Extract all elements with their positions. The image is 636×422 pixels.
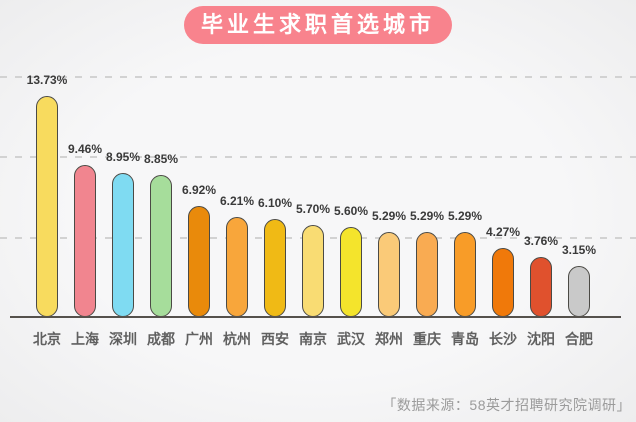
bar-9	[340, 227, 362, 317]
bar-value-label: 5.60%	[333, 204, 369, 218]
bar-column-1: 13.73%	[27, 73, 67, 317]
bar-value-label: 6.10%	[257, 196, 293, 210]
bar-value-label: 5.29%	[409, 209, 445, 223]
x-axis-label-9: 武汉	[337, 331, 365, 347]
x-axis-label-15: 合肥	[565, 331, 593, 347]
bar-column-2: 9.46%	[66, 142, 104, 317]
bar-8	[302, 225, 324, 317]
bar-value-label: 8.95%	[105, 150, 141, 164]
bar-value-label: 3.76%	[523, 234, 559, 248]
bar-6	[226, 217, 248, 317]
x-axis-labels: 北京 上海 深圳 成都 广州 杭州 西安 南京 武汉 郑州 重庆 青岛 长沙 沈阳 合肥	[28, 329, 598, 349]
bar-column-14: 3.76%	[522, 234, 560, 317]
bar-value-label: 3.15%	[561, 243, 597, 257]
bar-4	[150, 175, 172, 317]
bar-12	[454, 232, 476, 317]
bar-column-12: 5.29%	[446, 209, 484, 317]
bar-2	[74, 165, 96, 317]
bars-row: 13.73% 9.46% 8.95% 8.85% 6.92% 6.21% 6.10% 5.70…	[27, 73, 598, 317]
x-axis-label-8: 南京	[299, 331, 327, 347]
bar-10	[378, 232, 400, 317]
chart-title: 毕业生求职首选城市	[183, 6, 453, 44]
data-source-note: 「数据来源：58英才招聘研究院调研」	[382, 397, 631, 413]
x-axis-label-14: 沈阳	[527, 331, 555, 347]
gridline-10pct	[0, 156, 636, 159]
bar-13	[492, 248, 514, 317]
bar-column-15: 3.15%	[560, 243, 598, 317]
x-axis-label-3: 深圳	[109, 331, 137, 347]
bar-7	[264, 219, 286, 317]
x-axis-label-1: 北京	[33, 331, 61, 347]
plot-area: 13.73% 9.46% 8.95% 8.85% 6.92% 6.21% 6.10% 5.70…	[0, 73, 636, 317]
bar-14	[530, 257, 552, 317]
x-axis-label-6: 杭州	[223, 331, 251, 347]
bar-3	[112, 173, 134, 317]
x-axis-label-7: 西安	[261, 331, 289, 347]
bar-value-label: 9.46%	[67, 142, 103, 156]
bar-value-label: 13.73%	[26, 73, 68, 87]
bar-5	[188, 206, 210, 317]
x-axis-label-2: 上海	[71, 331, 99, 347]
bar-11	[416, 232, 438, 317]
bar-column-10: 5.29%	[370, 209, 408, 317]
bar-column-13: 4.27%	[484, 225, 522, 317]
bar-15	[568, 266, 590, 317]
bar-value-label: 5.70%	[295, 202, 331, 216]
x-axis-label-12: 青岛	[451, 331, 479, 347]
x-axis-label-4: 成都	[147, 331, 175, 347]
bar-value-label: 6.21%	[219, 194, 255, 208]
x-axis-label-13: 长沙	[489, 331, 517, 347]
bar-column-11: 5.29%	[408, 209, 446, 317]
bar-column-8: 5.70%	[294, 202, 332, 317]
bar-column-9: 5.60%	[332, 204, 370, 317]
x-axis-label-5: 广州	[185, 331, 213, 347]
bar-value-label: 8.85%	[143, 152, 179, 166]
bar-column-7: 6.10%	[256, 196, 294, 317]
bar-value-label: 5.29%	[447, 209, 483, 223]
x-axis-line	[10, 316, 621, 318]
gridline-15pct	[0, 75, 636, 78]
bar-value-label: 6.92%	[181, 183, 217, 197]
bar-column-4: 8.85%	[142, 152, 180, 317]
bar-value-label: 5.29%	[371, 209, 407, 223]
x-axis-label-10: 郑州	[375, 331, 403, 347]
bar-1	[36, 96, 58, 317]
bar-column-3: 8.95%	[104, 150, 142, 317]
bar-column-5: 6.92%	[180, 183, 218, 317]
bar-column-6: 6.21%	[218, 194, 256, 317]
bar-value-label: 4.27%	[485, 225, 521, 239]
x-axis-label-11: 重庆	[413, 331, 441, 347]
